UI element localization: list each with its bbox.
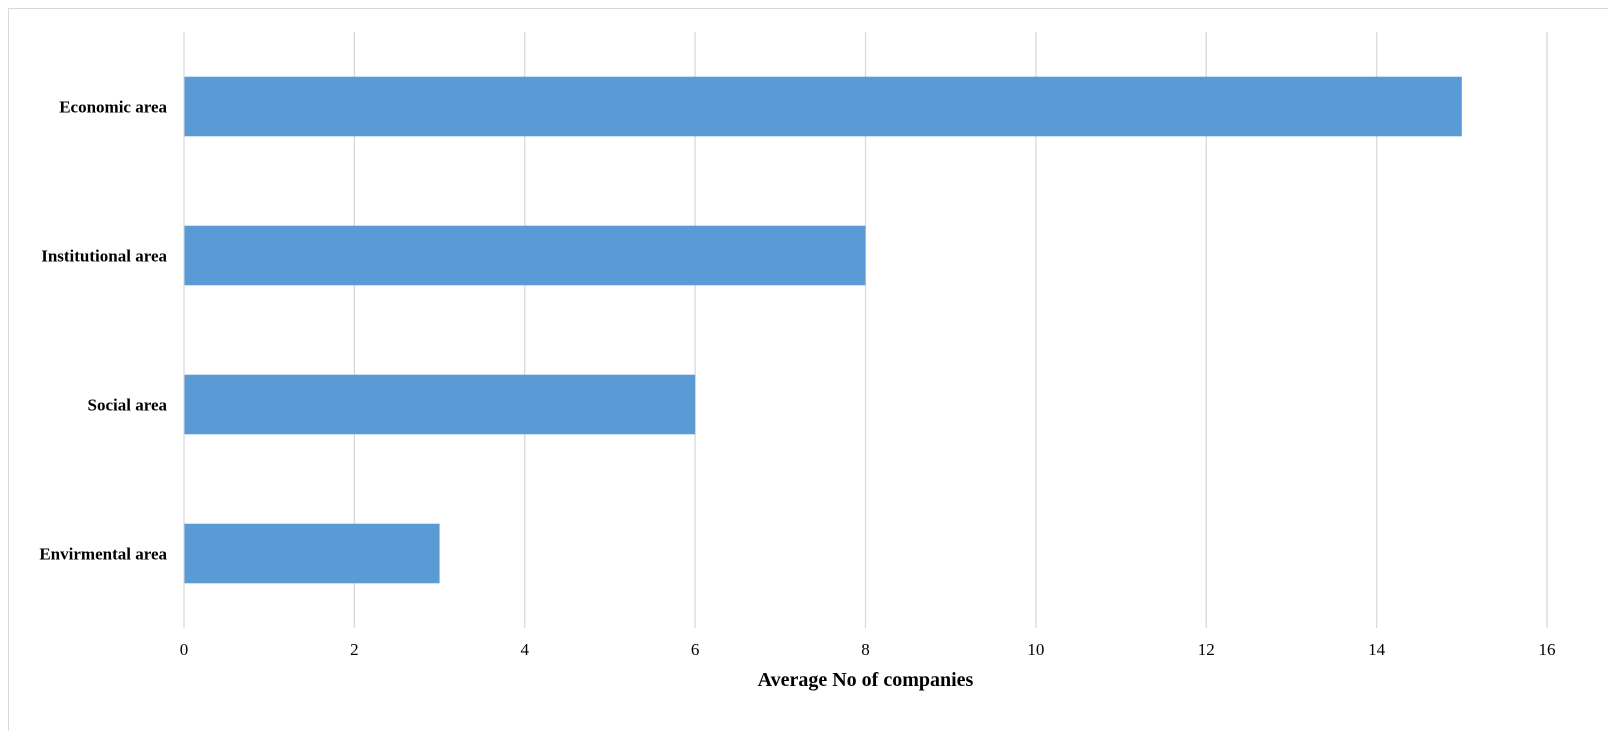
category-label: Envirmental area [39,545,167,564]
x-tick-label: 6 [691,640,700,659]
x-tick-labels: 0 2 4 6 8 10 12 14 16 [180,640,1556,659]
x-tick-label: 12 [1198,640,1215,659]
x-tick-label: 4 [521,640,530,659]
x-tick-label: 14 [1368,640,1386,659]
x-tick-label: 10 [1027,640,1044,659]
x-tick-label: 8 [861,640,870,659]
category-labels: Economic area Institutional area Social ar… [39,98,167,564]
x-tick-label: 2 [350,640,359,659]
category-label: Economic area [59,98,167,117]
category-label: Social area [88,396,168,415]
x-tick-label: 16 [1539,640,1556,659]
x-axis-title: Average No of companies [758,669,974,691]
category-label: Institutional area [41,247,167,266]
bar-envirmental-area [184,523,440,584]
bars [184,76,1462,584]
x-tick-label: 0 [180,640,189,659]
bar-economic-area [184,76,1462,137]
bar-institutional-area [184,225,866,286]
bar-social-area [184,374,696,435]
